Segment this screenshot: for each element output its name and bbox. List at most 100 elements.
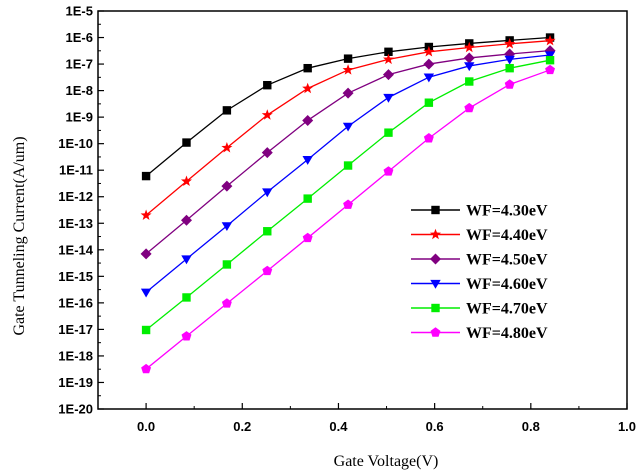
data-point xyxy=(140,288,152,298)
data-point xyxy=(302,232,313,243)
data-point xyxy=(303,63,312,73)
legend-marker xyxy=(431,303,440,313)
x-tick-label: 0.6 xyxy=(426,419,444,434)
data-point xyxy=(383,166,394,176)
legend-item: WF=4.40eV xyxy=(411,227,548,244)
y-tick-label: 1E-10 xyxy=(58,136,93,151)
data-point xyxy=(383,93,394,103)
data-point xyxy=(222,106,232,115)
data-point xyxy=(382,53,394,65)
data-point xyxy=(343,54,353,63)
legend-label: WF=4.50eV xyxy=(466,252,548,269)
legend-item: WF=4.80eV xyxy=(411,325,548,342)
data-point xyxy=(141,363,152,374)
legend-item: WF=4.50eV xyxy=(411,252,548,269)
y-tick-label: 1E-16 xyxy=(58,295,93,310)
y-tick-label: 1E-5 xyxy=(66,4,93,19)
data-point xyxy=(181,255,192,265)
legend-marker xyxy=(431,205,440,215)
data-point xyxy=(463,41,475,53)
data-point xyxy=(342,87,354,99)
x-tick-label: 0.4 xyxy=(329,419,348,434)
data-point xyxy=(263,227,272,236)
data-point xyxy=(463,52,475,64)
data-point xyxy=(504,79,515,89)
y-tick-label: 1E-12 xyxy=(58,189,93,204)
x-axis-title: Gate Voltage(V) xyxy=(334,453,439,470)
legend-item: WF=4.70eV xyxy=(411,301,548,318)
data-point xyxy=(504,55,515,65)
series-6 xyxy=(141,64,555,374)
legend-marker xyxy=(429,228,442,240)
data-point xyxy=(221,141,233,153)
series-layer xyxy=(140,33,556,374)
data-point xyxy=(221,222,233,232)
data-point xyxy=(423,73,435,83)
data-point xyxy=(182,138,191,147)
data-point xyxy=(141,171,151,181)
data-point xyxy=(505,63,514,73)
legend-marker xyxy=(430,327,441,337)
series-4 xyxy=(140,51,556,298)
data-point xyxy=(302,82,314,94)
data-point xyxy=(343,161,353,170)
x-tick-label: 0.0 xyxy=(137,419,155,434)
legend-item: WF=4.30eV xyxy=(411,203,548,220)
y-tick-label: 1E-11 xyxy=(59,163,93,178)
data-point xyxy=(261,109,273,120)
data-point xyxy=(180,175,192,187)
x-tick-label: 1.0 xyxy=(618,419,636,434)
data-point xyxy=(302,114,314,126)
data-point xyxy=(302,156,313,165)
data-point xyxy=(343,199,354,209)
data-point xyxy=(141,325,151,335)
data-point xyxy=(303,194,312,203)
data-point xyxy=(262,265,273,276)
y-tick-label: 1E-19 xyxy=(58,375,93,390)
y-tick-label: 1E-20 xyxy=(58,402,93,417)
data-point xyxy=(342,122,354,132)
data-point xyxy=(140,248,152,260)
y-tick-label: 1E-15 xyxy=(58,269,93,284)
y-tick-label: 1E-9 xyxy=(66,110,93,125)
data-point xyxy=(504,38,516,49)
data-point xyxy=(465,77,474,86)
series-line xyxy=(145,50,551,255)
data-point xyxy=(140,209,152,220)
data-point xyxy=(464,102,475,113)
data-point xyxy=(423,133,434,143)
series-2 xyxy=(140,34,556,220)
data-point xyxy=(342,64,354,75)
legend-label: WF=4.70eV xyxy=(466,301,548,318)
x-axis-ticks: 0.0 0.2 0.4 0.6 0.8 1.0 xyxy=(137,403,636,434)
series-3 xyxy=(140,45,556,260)
legend-label: WF=4.40eV xyxy=(466,227,548,244)
y-tick-label: 1E-18 xyxy=(58,348,93,363)
y-axis-title: Gate Tunneling Current(A/um) xyxy=(11,136,28,335)
data-point xyxy=(262,188,273,198)
data-point xyxy=(544,51,556,61)
data-point xyxy=(545,64,555,75)
data-point xyxy=(384,47,393,56)
y-tick-label: 1E-17 xyxy=(58,322,93,337)
data-point xyxy=(181,331,192,341)
y-tick-label: 1E-7 xyxy=(66,57,93,72)
data-point xyxy=(221,298,232,308)
data-point xyxy=(424,98,434,107)
legend-marker xyxy=(430,253,441,265)
data-point xyxy=(222,260,232,269)
data-point xyxy=(261,147,273,159)
data-point xyxy=(464,62,475,72)
legend-label: WF=4.30eV xyxy=(466,203,548,220)
legend: WF=4.30eV WF=4.40eV WF=4.50eV WF=4.60eV WF=4… xyxy=(411,203,548,342)
x-tick-label: 0.2 xyxy=(233,419,251,434)
y-tick-label: 1E-13 xyxy=(58,216,93,231)
data-point xyxy=(221,180,233,192)
data-point xyxy=(544,34,556,46)
y-tick-label: 1E-14 xyxy=(58,242,93,257)
legend-marker xyxy=(430,279,441,289)
y-tick-label: 1E-6 xyxy=(66,30,93,45)
y-tick-label: 1E-8 xyxy=(66,83,93,98)
